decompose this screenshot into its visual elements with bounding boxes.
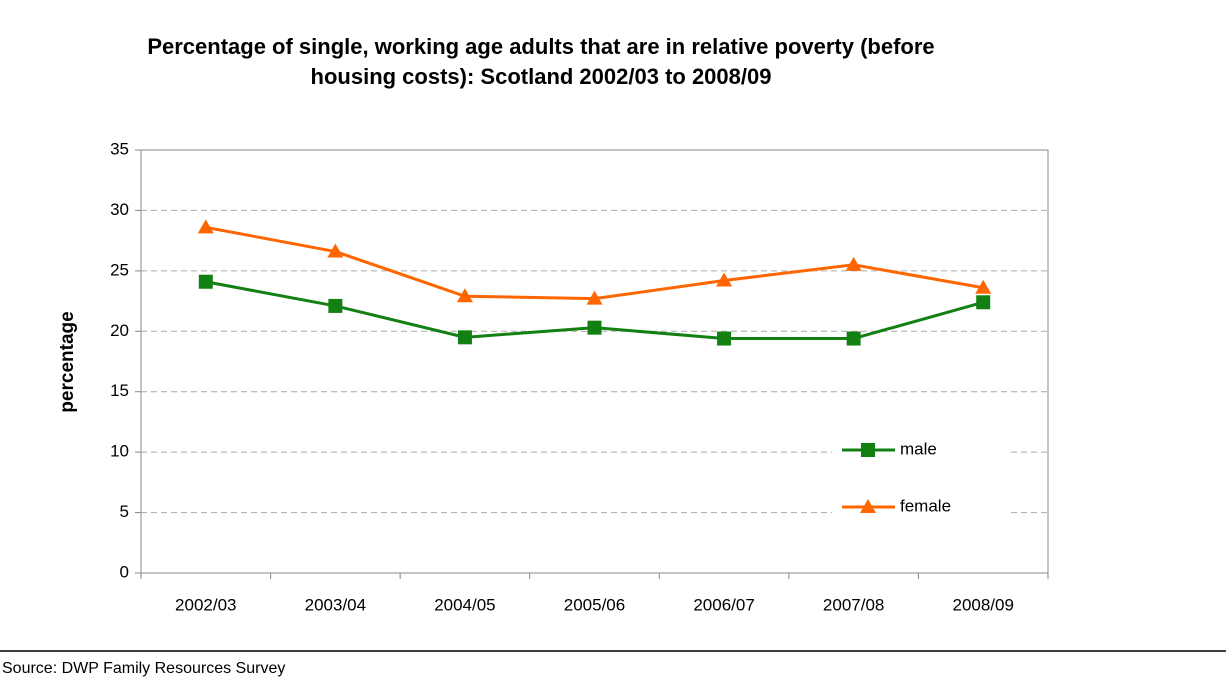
marker (717, 331, 732, 346)
marker (198, 274, 213, 289)
source-note: Source: DWP Family Resources Survey (2, 660, 286, 677)
y-tick-label: 5 (120, 502, 129, 521)
marker (716, 272, 733, 287)
series-line (205, 225, 984, 301)
marker (586, 290, 603, 305)
y-tick-label: 35 (110, 139, 129, 158)
marker (197, 219, 214, 234)
y-tick-label: 25 (110, 260, 129, 279)
x-tick-label: 2002/03 (175, 595, 236, 614)
x-tick-label: 2004/05 (434, 595, 495, 614)
x-tick-label: 2008/09 (952, 595, 1013, 614)
x-tick-label: 2005/06 (564, 595, 625, 614)
y-tick-label: 15 (110, 381, 129, 400)
x-tick-label: 2006/07 (693, 595, 754, 614)
marker (845, 256, 862, 271)
marker (861, 443, 875, 457)
marker (846, 331, 861, 346)
marker (457, 330, 472, 345)
legend-label: female (900, 496, 951, 515)
x-tick-label: 2007/08 (823, 595, 884, 614)
y-tick-label: 10 (110, 442, 129, 461)
y-tick-label: 30 (110, 200, 129, 219)
marker (327, 243, 344, 258)
x-tick-label: 2003/04 (305, 595, 366, 614)
marker (328, 298, 343, 313)
marker (587, 320, 602, 335)
marker (860, 499, 876, 513)
marker (456, 288, 473, 303)
marker (975, 279, 992, 294)
y-tick-label: 0 (120, 562, 129, 581)
chart-title: Percentage of single, working age adults… (147, 34, 935, 89)
marker (976, 295, 991, 310)
y-axis-title: percentage (57, 311, 78, 412)
legend-label: male (900, 439, 937, 458)
y-tick-label: 20 (110, 321, 129, 340)
